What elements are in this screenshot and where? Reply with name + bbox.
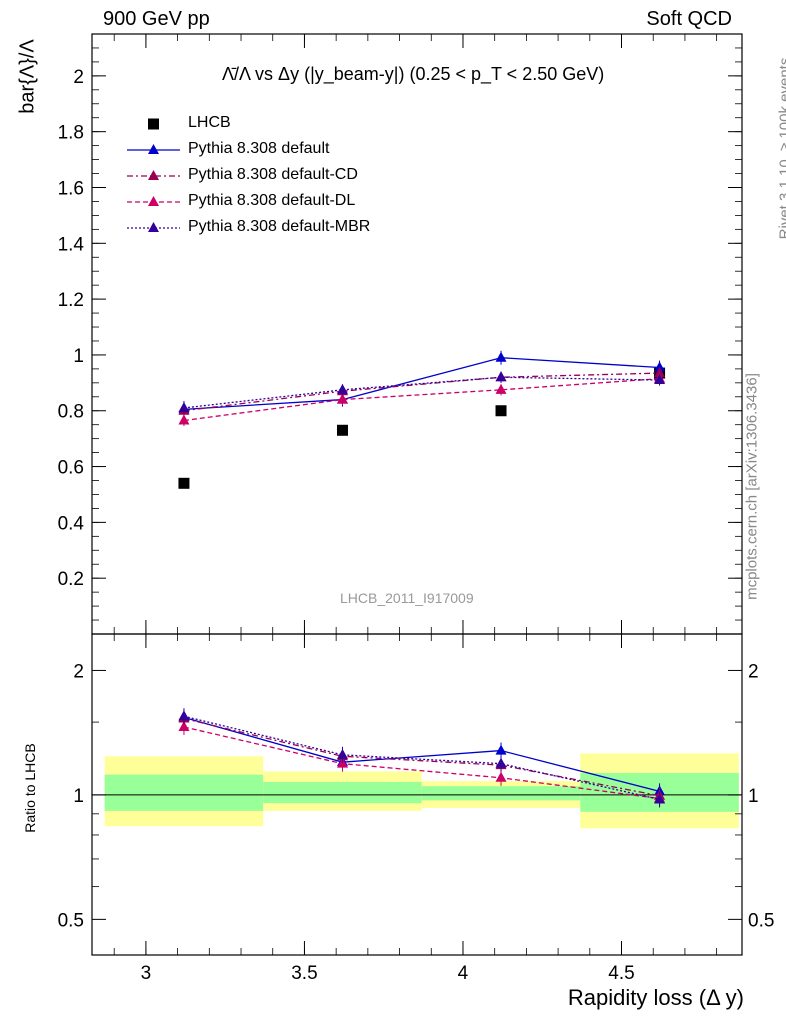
ratio-band-inner-1 [263,781,422,804]
main-ytick-label: 0.2 [58,569,84,590]
main-series-marker [495,383,507,394]
ratio-series-marker [178,720,190,731]
ratio-series-line [183,717,660,797]
analysis-id-label: LHCB_2011_I917009 [340,590,474,606]
ratio-series-line [183,715,660,801]
ratio-series-line [183,716,660,792]
main-series-marker [654,374,666,385]
ratio-series-marker [495,771,507,782]
lhcb-data-point [178,477,190,489]
ratio-ytick-label: 1 [73,786,84,807]
ratio-ytick-label-right: 2 [748,661,759,682]
main-series-marker [654,361,666,372]
header-left: 900 GeV pp [103,8,210,30]
ratio-series-marker [654,793,666,804]
main-ytick-label: 0.8 [58,402,84,423]
ratio-series-marker [336,748,348,759]
legend-symbol-lhcb [148,118,159,130]
xtick-label: 3.5 [291,963,317,984]
main-ytick-label: 1.8 [58,123,84,144]
ratio-band-inner-2 [421,786,581,801]
ratio-series-marker [178,710,190,721]
legend-label: Pythia 8.308 default-MBR [188,218,371,235]
lhcb-data-point [336,424,348,436]
legend-marker [148,196,159,206]
ratio-ytick-label-right: 0.5 [748,910,774,931]
main-series-line [183,372,660,412]
ratio-series-line [183,726,660,800]
main-series-marker [178,414,190,425]
xtick-label: 4 [458,963,469,984]
ratio-ytick-label: 2 [73,661,84,682]
legend-marker [148,144,159,154]
main-series-line [183,378,660,422]
main-series-line [183,376,660,409]
legend-marker [148,222,159,232]
lhcb-data-point [495,405,507,417]
legend-label: Pythia 8.308 default-CD [188,166,358,183]
main-ytick-label: 1.2 [58,290,84,311]
main-series-marker [178,401,190,412]
legend-label: Pythia 8.308 default-DL [188,192,356,209]
ratio-band-inner-0 [104,774,264,811]
main-series-marker [495,351,507,362]
x-axis-label: Rapidity loss (Δ y) [567,985,744,1010]
ratio-series-marker [495,757,507,768]
legend-marker [148,170,159,180]
plot-title: Λ̄/Λ vs Δy (|y_beam-y|) (0.25 < p_T < 2.… [222,64,605,84]
main-ytick-label: 2 [73,67,84,88]
ratio-series-marker [495,744,507,755]
legend-label: Pythia 8.308 default [188,140,330,157]
legend-label: LHCB [188,114,231,131]
main-ytick-label: 1.4 [58,234,85,255]
header-right: Soft QCD [646,8,732,30]
main-ytick-label: 0.6 [58,458,84,479]
xtick-label: 3 [141,963,152,984]
main-series-marker [336,393,348,404]
main-ytick-label: 1 [73,346,84,367]
xtick-label: 4.5 [608,963,634,984]
main-series-marker [336,383,348,394]
main-series-marker [495,371,507,382]
main-ytick-label: 1.6 [58,178,84,199]
ratio-ytick-label: 0.5 [58,910,84,931]
ratio-ytick-label-right: 1 [748,786,759,807]
main-series-line [183,357,660,410]
main-series-marker [654,367,666,378]
main-ytick-label: 0.4 [58,513,85,534]
